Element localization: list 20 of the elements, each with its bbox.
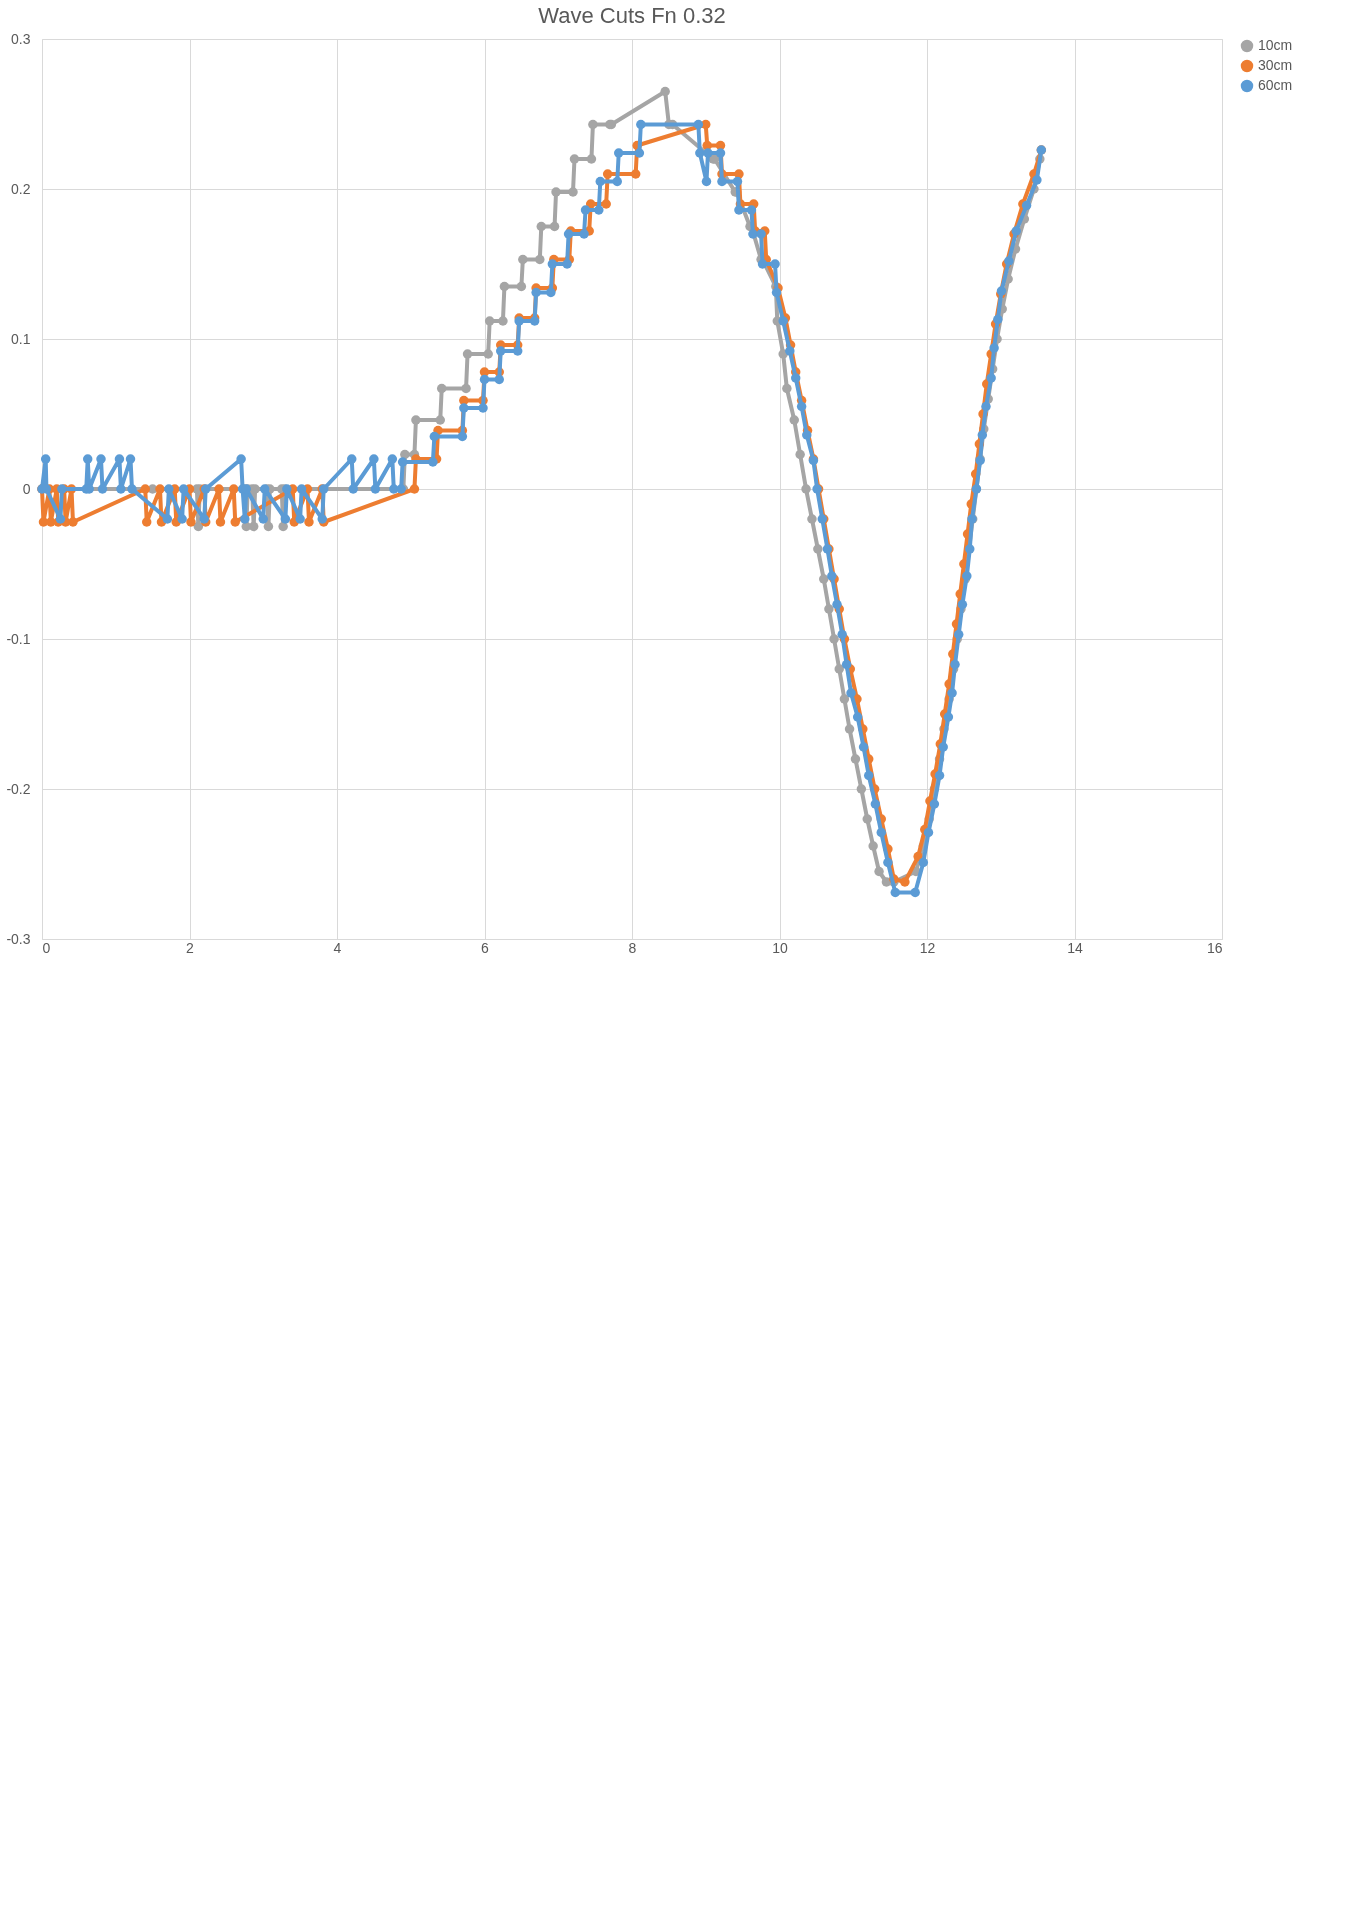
y-tick-label: -0.1 <box>6 630 31 647</box>
legend-label: 60cm <box>1258 77 1293 93</box>
x-tick-label: 6 <box>481 939 490 956</box>
x-tick-label: 0 <box>42 939 51 956</box>
x-tick-label: 4 <box>333 939 342 956</box>
y-tick-label: 0.1 <box>11 330 31 347</box>
y-tick-label: 0.2 <box>11 180 31 197</box>
x-tick-label: 12 <box>919 939 936 956</box>
y-tick-label: 0.3 <box>11 30 31 47</box>
x-tick-label: 14 <box>1067 939 1083 956</box>
y-tick-label: 0 <box>22 480 31 497</box>
x-tick-label: 16 <box>1206 939 1223 956</box>
x-tick-label: 8 <box>628 939 637 956</box>
legend-label: 30cm <box>1258 57 1293 73</box>
y-tick-label: -0.3 <box>6 930 31 947</box>
x-tick-label: 2 <box>186 939 195 956</box>
legend-label: 10cm <box>1258 37 1293 53</box>
x-tick-label: 10 <box>772 939 788 956</box>
y-tick-label: -0.2 <box>6 780 31 797</box>
chart-title: Wave Cuts Fn 0.32 <box>538 3 726 28</box>
